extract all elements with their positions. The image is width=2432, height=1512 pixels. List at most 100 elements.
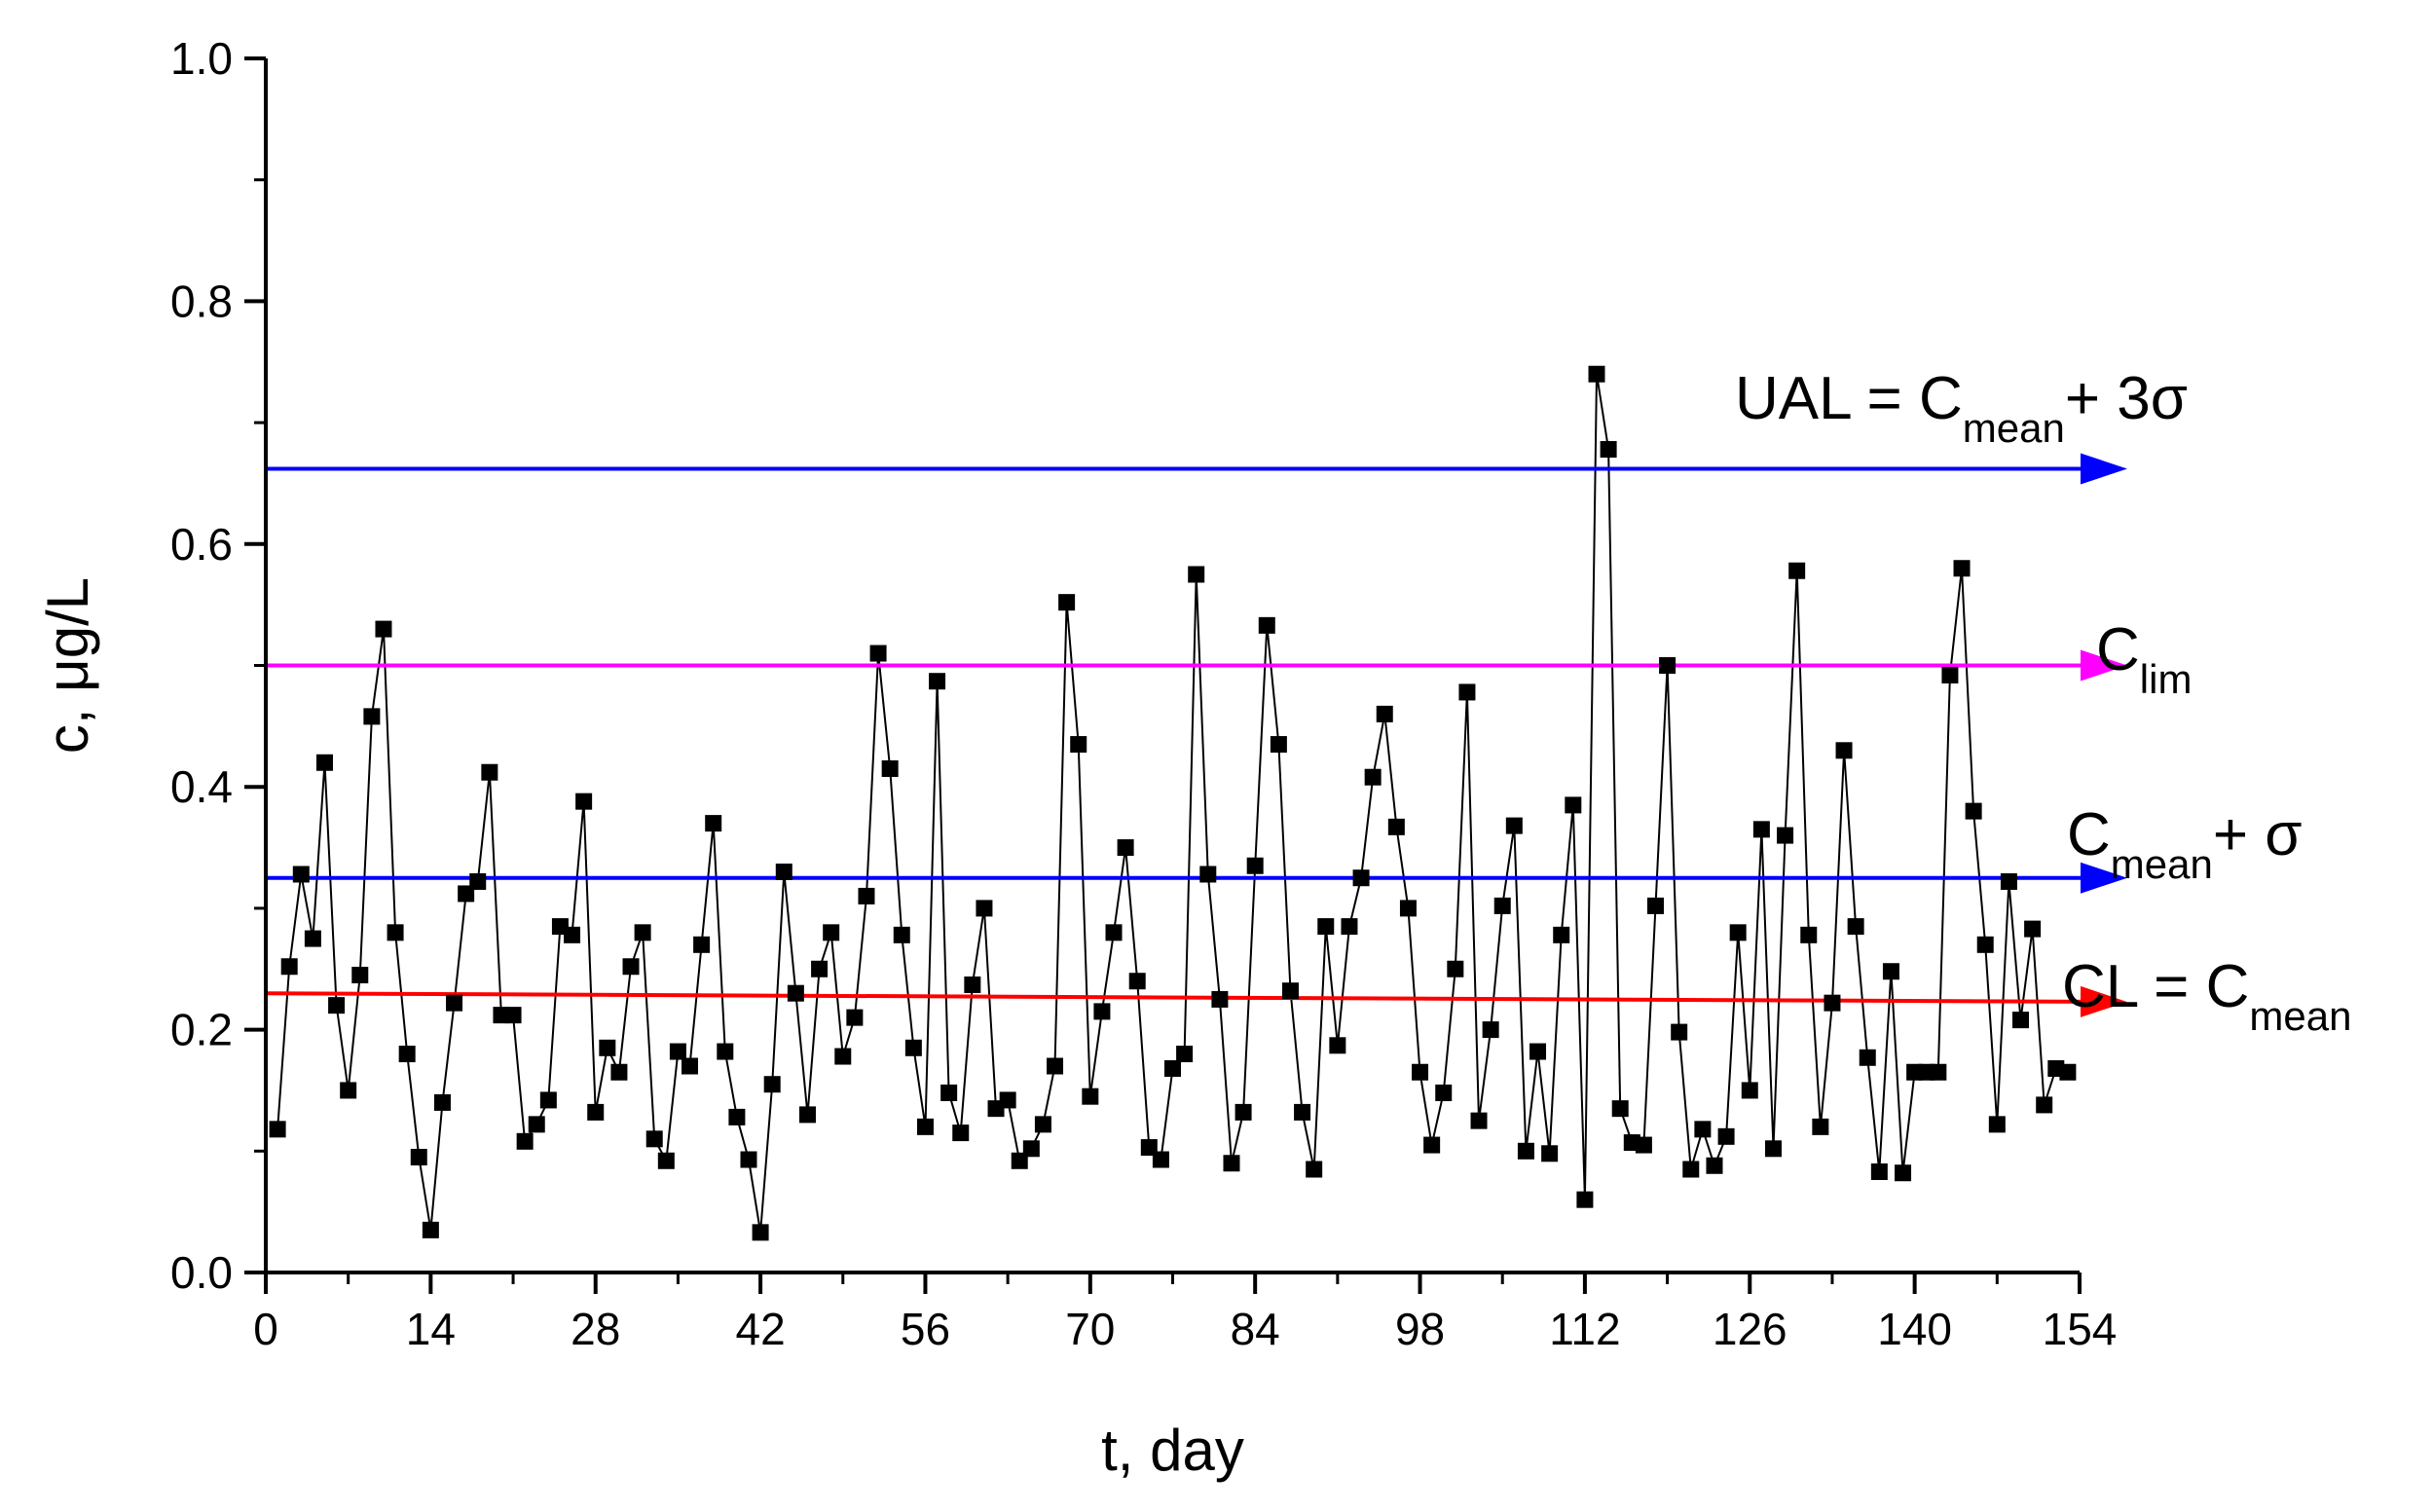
data-point [1399, 900, 1417, 917]
data-point [999, 1091, 1016, 1109]
reference-line-label: Clim [2096, 616, 2192, 702]
x-tick-label: 70 [1065, 1304, 1115, 1354]
data-point [1870, 1162, 1888, 1180]
y-tick-label: 0.2 [170, 1005, 233, 1055]
data-point [1953, 560, 1971, 577]
data-point [1824, 994, 1841, 1012]
data-point [1553, 926, 1570, 943]
data-point [1717, 1127, 1735, 1145]
reference-line [265, 985, 2127, 1017]
reference-lines [265, 453, 2127, 1017]
data-point [1600, 441, 1617, 459]
data-point [1505, 817, 1523, 834]
y-tick-label: 0.8 [170, 276, 233, 326]
data-point [2059, 1063, 2077, 1081]
data-point [1058, 594, 1076, 611]
data-point [328, 997, 346, 1014]
y-tick-label: 1.0 [170, 33, 233, 84]
data-point [1777, 827, 1794, 844]
data-point [940, 1084, 958, 1101]
data-point [1447, 960, 1464, 977]
x-tick-label: 28 [571, 1304, 620, 1354]
data-point [1611, 1100, 1629, 1118]
data-point [1752, 821, 1770, 838]
data-point [1281, 982, 1299, 1000]
data-point [1117, 839, 1134, 857]
data-point [1682, 1161, 1700, 1178]
data-point [1246, 857, 1264, 874]
data-point [846, 1009, 864, 1026]
x-tick-label: 154 [2043, 1304, 2118, 1354]
data-point [422, 1221, 439, 1238]
data-point [858, 887, 875, 904]
data-point [1741, 1082, 1758, 1099]
data-point [823, 924, 840, 941]
data-point [1306, 1161, 1323, 1178]
data-point [1047, 1057, 1064, 1075]
data-point [610, 1063, 628, 1081]
data-point [1541, 1145, 1559, 1162]
data-point [269, 1121, 286, 1138]
data-point [634, 924, 651, 941]
x-tick-label: 140 [1877, 1304, 1952, 1354]
data-point [1529, 1043, 1547, 1060]
data-point [2012, 1012, 2030, 1029]
data-point [1329, 1037, 1346, 1054]
axes: 0.0 0.2 0.4 0.6 0.8 1.0 0 14 28 42 56 70 84 98 112 126… [170, 33, 2117, 1354]
x-tick-label: 42 [736, 1304, 786, 1354]
data-point [775, 863, 792, 880]
reference-line-label: CL = Cmean [2062, 953, 2351, 1039]
data-point [1895, 1164, 1912, 1182]
data-point [504, 1007, 522, 1024]
data-point [1176, 1046, 1194, 1063]
data-point [622, 958, 640, 976]
data-point [1152, 1151, 1169, 1168]
data-point [1164, 1060, 1181, 1078]
data-point [834, 1048, 852, 1065]
data-point [564, 926, 581, 943]
data-point [304, 930, 321, 947]
data-point [881, 759, 899, 777]
data-point [1588, 365, 1605, 383]
data-point [1317, 918, 1335, 936]
reference-line-label: UAL = Cmean+ 3σ [1735, 365, 2188, 451]
data-point [682, 1057, 699, 1075]
data-point [1412, 1063, 1429, 1081]
data-point [315, 754, 333, 771]
data-point [587, 1103, 605, 1121]
data-point [1859, 1049, 1876, 1066]
data-point [1930, 1063, 1947, 1081]
data-point [363, 708, 381, 725]
data-point [976, 900, 993, 917]
data-point [1270, 736, 1287, 754]
data-point [1835, 742, 1853, 759]
data-points [269, 365, 2077, 1241]
data-point [1764, 1140, 1782, 1158]
data-point [1352, 869, 1370, 887]
data-point [1812, 1118, 1829, 1135]
data-point [1659, 657, 1677, 674]
data-point [1482, 1021, 1499, 1039]
data-point [916, 1118, 934, 1135]
data-point [387, 924, 404, 941]
data-point [893, 926, 910, 943]
data-point [1646, 897, 1664, 914]
data-point [1387, 818, 1405, 835]
data-point [1671, 1023, 1688, 1041]
data-point [340, 1082, 357, 1099]
data-point [599, 1039, 616, 1056]
data-point [1258, 616, 1275, 634]
data-point [1800, 926, 1818, 943]
data-point [669, 1043, 686, 1060]
y-tick-label: 0.6 [170, 519, 233, 570]
data-point [1729, 924, 1747, 941]
data-point [1376, 705, 1393, 722]
data-point [280, 958, 298, 976]
data-point [798, 1106, 816, 1124]
x-tick-label: 84 [1231, 1304, 1280, 1354]
data-point [740, 1151, 757, 1168]
data-point [1234, 1103, 1252, 1121]
data-point [1034, 1116, 1051, 1133]
y-tick-label: 0.0 [170, 1247, 233, 1298]
